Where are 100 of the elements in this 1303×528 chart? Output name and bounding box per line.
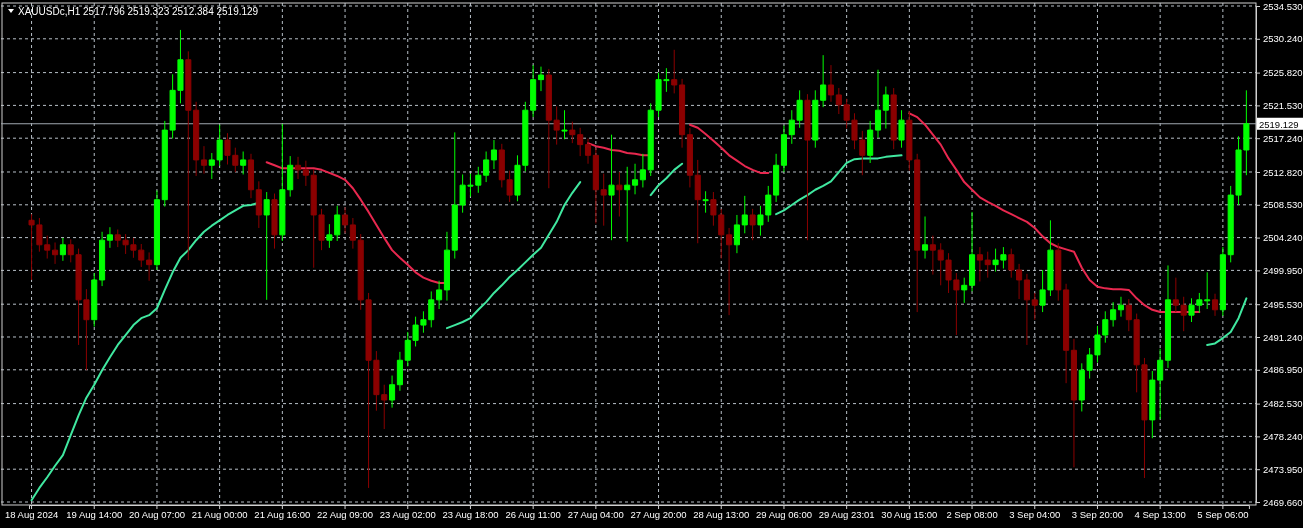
candlestick [561,109,568,140]
candlestick [749,208,756,241]
candlestick [671,49,678,94]
candlestick [733,214,740,254]
candlestick [52,241,59,265]
y-tick-label: 2482.530 [1263,398,1303,410]
candlestick [1055,242,1062,302]
candlestick [890,87,897,150]
candlestick [349,217,356,250]
candlestick [200,145,208,175]
candlestick [686,127,693,188]
candlestick [443,231,450,302]
candlestick [804,93,811,241]
candlestick [1063,283,1070,384]
candlestick [679,78,686,149]
candlestick [436,280,443,310]
candlestick [976,246,983,282]
candlestick [702,190,709,214]
x-tick-label: 30 Aug 15:00 [881,508,938,520]
candlestick [616,171,623,217]
candlestick [1110,301,1117,328]
candlestick [898,109,905,149]
candlestick [255,180,262,229]
x-tick-label: 5 Sep 06:00 [1197,508,1249,520]
x-tick-label: 21 Aug 00:00 [191,508,248,520]
y-tick-label: 2473.950 [1263,463,1303,475]
candlestick [59,237,66,262]
candlestick [193,101,200,177]
candlestick [639,153,646,188]
candlestick [537,66,545,92]
y-tick-label: 2521.530 [1263,99,1303,111]
candlestick [247,153,255,199]
candlestick [773,153,780,203]
y-tick-label: 2534.530 [1263,0,1303,12]
y-tick-label: 2517.240 [1263,132,1303,144]
candlestick [389,375,396,409]
candlestick [984,251,991,279]
candlestick [490,139,498,170]
x-tick-label: 21 Aug 16:00 [254,508,311,520]
chart-title: XAUUSDc,H1 2517.796 2519.323 2512.384 2519.129 [18,6,259,17]
candlestick [91,272,98,328]
x-tick-label: 3 Sep 04:00 [1009,508,1061,520]
x-tick-label: 20 Aug 07:00 [128,508,185,520]
candlestick [780,125,787,173]
y-tick-label: 2525.820 [1263,67,1303,79]
candlestick [240,151,247,175]
candlestick [1211,293,1219,317]
y-tick-label: 2495.530 [1263,298,1303,310]
y-tick-label: 2512.820 [1263,166,1303,178]
x-tick-label: 28 Aug 13:00 [693,508,750,520]
y-tick-label: 2499.950 [1263,264,1303,276]
candlestick [827,64,835,103]
x-tick-label: 27 Aug 04:00 [567,508,624,520]
y-tick-label: 2530.240 [1263,33,1303,45]
x-tick-label: 4 Sep 13:00 [1134,508,1186,520]
candlestick [1023,273,1030,346]
y-tick-label: 2504.240 [1263,232,1303,244]
candlestick [263,191,270,301]
y-tick-label: 2508.530 [1263,199,1303,211]
candlestick [969,211,976,292]
x-tick-label: 29 Aug 06:00 [755,508,812,520]
candlestick [342,206,349,234]
y-tick-label: 2491.240 [1263,331,1303,343]
candlestick [608,134,615,241]
x-tick-label: 23 Aug 02:00 [379,508,436,520]
candlestick [294,156,302,180]
candlestick [185,50,192,261]
candlestick [99,231,106,287]
candlestick [106,226,113,249]
candlestick [929,235,936,276]
candlestick [694,159,701,244]
candlestick [146,251,153,282]
candlestick [1016,263,1023,300]
x-tick-label: 2 Sep 08:00 [946,508,998,520]
candlestick [1031,292,1038,321]
candlestick [882,86,889,130]
x-tick-label: 29 Aug 23:01 [818,508,875,520]
candlestick [921,216,929,260]
candlestick [302,160,309,187]
candlestick [1070,338,1077,468]
candlestick [867,120,874,164]
candlestick [1008,248,1015,279]
candlestick [271,193,278,250]
candlestick [631,163,639,195]
x-tick-label: 3 Sep 20:00 [1071,508,1124,520]
candlestick [1117,296,1125,318]
candlestick [741,195,748,234]
y-tick-label: 2486.950 [1263,364,1303,376]
x-tick-label: 22 Aug 09:00 [317,508,374,520]
candlestick [624,166,631,243]
ref-line-label: 2519.129 [1259,118,1299,130]
candlestick [483,151,490,183]
x-tick-label: 23 Aug 18:00 [442,508,499,520]
y-tick-label: 2478.240 [1263,430,1303,442]
x-tick-label: 27 Aug 20:00 [630,508,687,520]
x-tick-label: 19 Aug 14:00 [66,508,123,520]
x-tick-label: 26 Aug 11:00 [505,508,561,520]
candlestick [961,277,968,304]
candlestick [726,227,733,316]
candlestick [1164,264,1172,369]
